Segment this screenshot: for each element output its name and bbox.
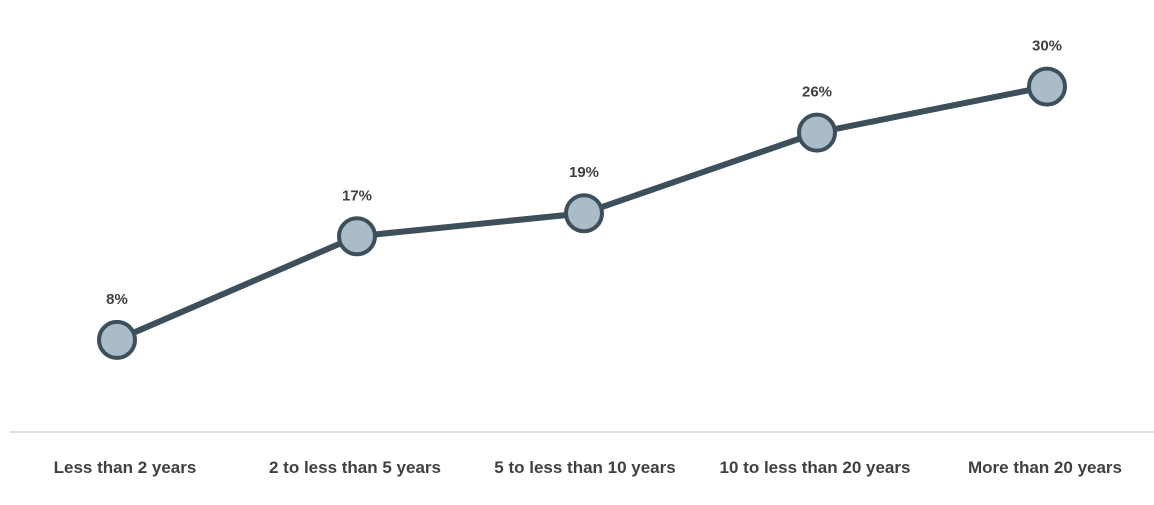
data-label: 19% — [569, 164, 599, 181]
data-label: 17% — [342, 187, 372, 204]
data-point-marker — [797, 112, 837, 153]
data-point-marker — [1027, 66, 1067, 107]
x-tick-label: 10 to less than 20 years — [720, 458, 911, 477]
x-tick-label: 2 to less than 5 years — [269, 458, 441, 477]
data-label: 30% — [1032, 38, 1062, 55]
data-point-marker — [337, 216, 377, 257]
data-point-marker — [97, 319, 137, 360]
data-label: 26% — [802, 84, 832, 101]
data-point-marker — [564, 193, 604, 234]
data-label: 8% — [106, 291, 128, 308]
x-tick-label: 5 to less than 10 years — [494, 458, 675, 477]
x-tick-label: Less than 2 years — [54, 458, 197, 477]
x-tick-label: More than 20 years — [968, 458, 1122, 477]
